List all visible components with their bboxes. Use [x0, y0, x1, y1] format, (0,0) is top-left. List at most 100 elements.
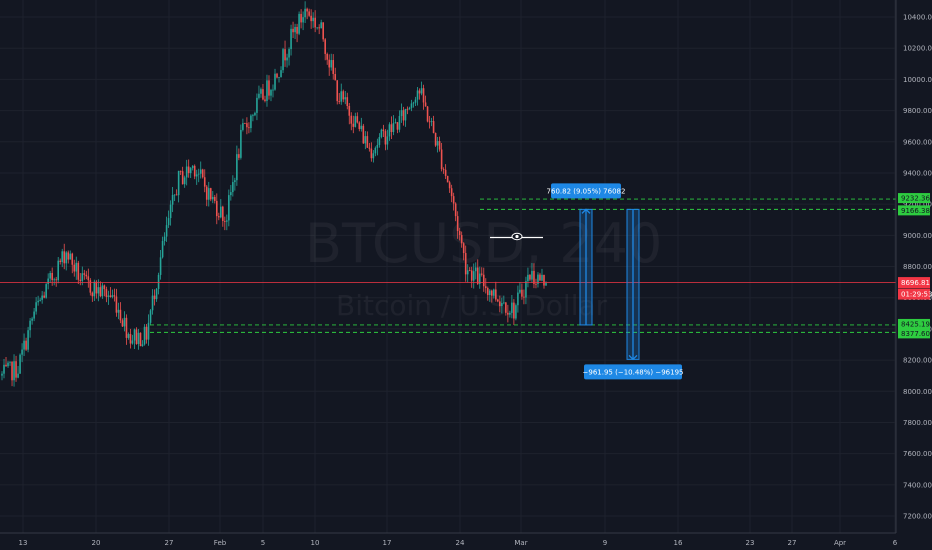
candle-body — [165, 225, 168, 237]
candle-body — [382, 129, 385, 132]
last-price-badge — [898, 277, 930, 289]
candle-body — [199, 169, 202, 174]
candle-body — [480, 273, 483, 275]
candle-body — [378, 137, 381, 145]
time-axis[interactable]: 13 20 27 Feb 5 10 17 24 Mar 9 16 23 27 Apr 6 — [0, 532, 898, 547]
candle-body — [402, 110, 405, 121]
candle-body — [69, 253, 72, 260]
candle-body — [153, 295, 156, 300]
candle-body — [501, 303, 503, 307]
candle-body — [328, 59, 331, 68]
last-price-label: 8696.81 — [901, 279, 930, 287]
candle-body — [29, 320, 31, 331]
candle-body — [394, 122, 397, 124]
candle-body — [205, 186, 208, 200]
level-price-badge — [898, 193, 930, 204]
level-price-label: 8425.19 — [901, 320, 930, 328]
candle-body — [370, 148, 373, 159]
candle-body — [541, 274, 543, 281]
time-tick-label: 24 — [456, 539, 465, 547]
time-tick-label: 23 — [746, 539, 755, 547]
candle-body — [5, 364, 7, 367]
price-tick-label: 8800.00 — [903, 263, 932, 271]
time-tick-label: 17 — [383, 539, 392, 547]
candle-body — [336, 80, 339, 102]
candle-body — [238, 154, 240, 158]
candle-body — [33, 311, 35, 319]
candle-body — [213, 196, 216, 201]
candle-body — [187, 166, 190, 174]
measurement-tools[interactable]: 760.82 (9.05%) 76082 −961.95 (−10.48%) −9… — [547, 183, 684, 380]
candle-body — [424, 102, 427, 107]
candle-body — [390, 124, 393, 133]
time-tick-label: 5 — [261, 539, 265, 547]
candle-body — [270, 90, 272, 96]
horizontal-levels[interactable] — [0, 198, 896, 333]
time-tick-label: 20 — [92, 539, 101, 547]
price-tick-label: 7800.00 — [903, 419, 932, 427]
candle-body — [505, 302, 507, 313]
candle-body — [111, 295, 114, 297]
candle-body — [93, 281, 96, 297]
candle-body — [462, 243, 465, 254]
level-price-label: 8377.60 — [901, 330, 930, 338]
candle-body — [286, 57, 288, 61]
candle-body — [384, 131, 387, 145]
measure-label: −961.95 (−10.48%) −96195 — [583, 368, 684, 376]
candle-body — [392, 123, 395, 133]
candle-body — [252, 115, 254, 117]
candle-body — [448, 182, 451, 189]
candle-body — [346, 97, 349, 107]
candle-body — [195, 174, 198, 177]
countdown-badge — [898, 288, 930, 300]
candle-body — [207, 188, 210, 200]
candle-body — [47, 278, 49, 285]
candle-body — [466, 270, 469, 275]
candle-body — [533, 270, 535, 284]
candle-body — [324, 39, 326, 54]
hidden-drawing-marker[interactable] — [490, 232, 543, 241]
candle-body — [300, 13, 302, 23]
candle-body — [376, 144, 379, 148]
candle-body — [344, 97, 347, 100]
countdown-label: 01:29:53 — [901, 291, 932, 299]
candle-body — [450, 188, 453, 197]
symbol-watermark: BTCUSD, 240 — [305, 212, 662, 275]
candle-body — [482, 274, 485, 287]
candle-body — [495, 289, 497, 300]
candle-body — [432, 121, 435, 133]
candle-body — [509, 312, 511, 315]
candle-body — [127, 334, 130, 338]
candle-body — [527, 274, 529, 282]
candle-body — [85, 274, 88, 277]
candle-body — [115, 296, 118, 313]
candle-body — [63, 251, 66, 264]
candle-body — [242, 123, 244, 130]
candle-body — [476, 267, 479, 284]
candle-body — [452, 196, 455, 204]
time-tick-label: 27 — [165, 539, 174, 547]
candle-body — [240, 129, 242, 158]
candle-body — [53, 279, 55, 281]
price-tick-label: 7400.00 — [903, 481, 932, 489]
candle-body — [230, 192, 232, 196]
candle-body — [531, 270, 533, 280]
candle-body — [360, 125, 363, 130]
candle-body — [177, 170, 180, 196]
candle-body — [15, 361, 17, 378]
price-axis[interactable]: 7200.00 7400.00 7600.00 7800.00 8000.00 8200.… — [895, 0, 932, 533]
candle-body — [470, 270, 473, 281]
time-tick-label: Feb — [214, 539, 227, 547]
candle-body — [298, 13, 300, 34]
candle-body — [282, 49, 284, 71]
candle-body — [523, 296, 525, 298]
candle-body — [374, 147, 377, 154]
candle-body — [314, 17, 316, 28]
candle-body — [264, 99, 266, 101]
candle-body — [420, 88, 423, 94]
candle-body — [169, 204, 172, 219]
candle-body — [83, 273, 86, 275]
price-tick-label: 9800.00 — [903, 107, 932, 115]
candle-body — [236, 154, 238, 181]
